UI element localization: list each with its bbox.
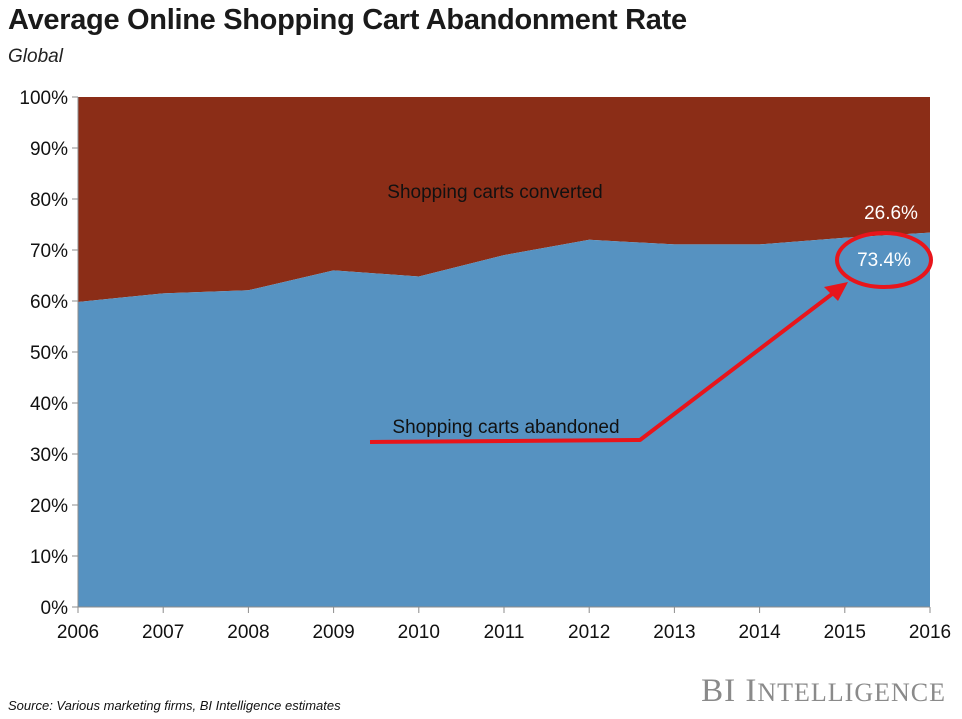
y-tick-label: 50% bbox=[30, 343, 68, 364]
brand-rest: NTELLIGENCE bbox=[757, 678, 946, 707]
y-tick-label: 90% bbox=[30, 139, 68, 160]
x-tick-label: 2013 bbox=[653, 622, 695, 643]
y-tick-label: 10% bbox=[30, 547, 68, 568]
y-tick-label: 30% bbox=[30, 445, 68, 466]
y-tick-label: 40% bbox=[30, 394, 68, 415]
abandoned-value-label: 73.4% bbox=[857, 250, 911, 271]
series-area-converted bbox=[78, 97, 930, 303]
converted-value-label: 26.6% bbox=[864, 203, 918, 224]
x-tick-label: 2010 bbox=[398, 622, 440, 643]
x-tick-label: 2006 bbox=[57, 622, 99, 643]
x-tick-label: 2007 bbox=[142, 622, 184, 643]
abandoned-label: Shopping carts abandoned bbox=[392, 417, 619, 438]
x-tick-label: 2015 bbox=[824, 622, 866, 643]
brand-logo: BI INTELLIGENCE bbox=[701, 673, 946, 710]
x-tick-label: 2009 bbox=[312, 622, 354, 643]
x-tick-label: 2016 bbox=[909, 622, 951, 643]
brand-bi: BI bbox=[701, 673, 737, 709]
y-tick-label: 100% bbox=[19, 88, 68, 109]
y-tick-label: 60% bbox=[30, 292, 68, 313]
x-tick-label: 2014 bbox=[738, 622, 781, 643]
highlight-circle bbox=[835, 231, 933, 289]
x-tick-label: 2012 bbox=[568, 622, 610, 643]
brand-i: I bbox=[745, 673, 758, 709]
y-tick-label: 80% bbox=[30, 190, 68, 211]
series-area-abandoned bbox=[78, 232, 930, 607]
converted-label: Shopping carts converted bbox=[387, 182, 602, 203]
highlight-arrow-head bbox=[824, 282, 848, 301]
x-tick-label: 2008 bbox=[227, 622, 269, 643]
y-tick-label: 0% bbox=[41, 598, 69, 619]
y-tick-label: 20% bbox=[30, 496, 68, 517]
source-note: Source: Various marketing firms, BI Inte… bbox=[8, 698, 341, 713]
highlight-arrow-line bbox=[369, 289, 838, 444]
chart-title: Average Online Shopping Cart Abandonment… bbox=[8, 4, 687, 36]
chart-subtitle: Global bbox=[8, 46, 63, 67]
y-tick-label: 70% bbox=[30, 241, 68, 262]
x-tick-label: 2011 bbox=[484, 622, 525, 643]
